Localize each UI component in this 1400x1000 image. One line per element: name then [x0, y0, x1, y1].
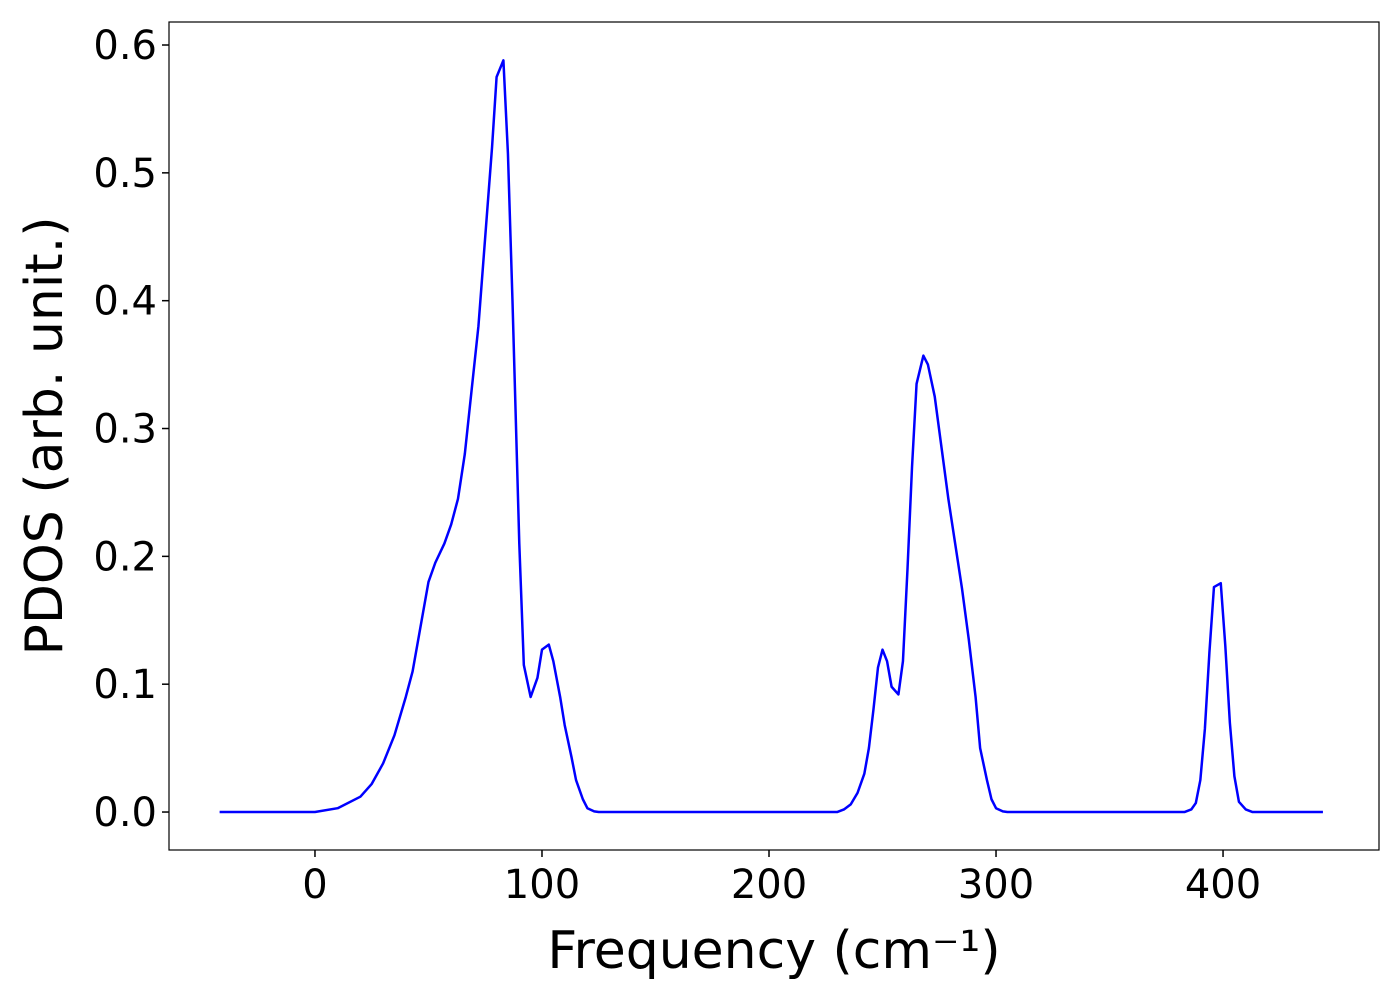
y-tick-label: 0.5	[93, 151, 157, 197]
y-axis-label: PDOS (arb. unit.)	[15, 216, 75, 655]
x-tick-label: 0	[302, 862, 327, 908]
y-tick-label: 0.0	[93, 790, 157, 836]
y-tick-label: 0.4	[93, 279, 157, 325]
x-axis-label: Frequency (cm⁻¹)	[547, 921, 1000, 981]
y-tick-label: 0.6	[93, 23, 157, 69]
y-tick-label: 0.1	[93, 662, 157, 708]
x-tick-label: 400	[1185, 862, 1261, 908]
data-line	[219, 59, 1323, 814]
x-tick-label: 300	[958, 862, 1034, 908]
x-tick-label: 200	[731, 862, 807, 908]
x-tick-label: 100	[504, 862, 580, 908]
y-tick-label: 0.3	[93, 407, 157, 453]
y-tick-label: 0.2	[93, 534, 157, 580]
plot-frame	[168, 21, 1380, 851]
